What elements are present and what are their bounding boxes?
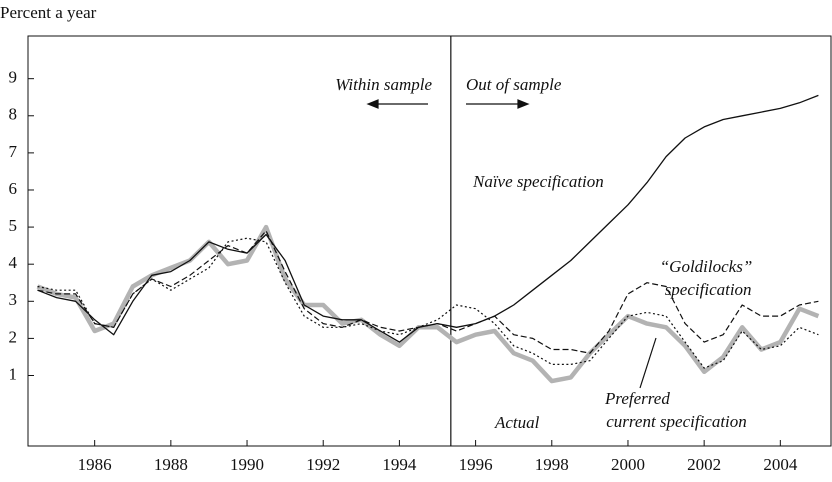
y-axis-label: Percent a year	[0, 3, 97, 22]
leader-line	[639, 337, 657, 389]
x-tick-label: 2000	[611, 455, 645, 474]
x-tick-label: 1998	[535, 455, 569, 474]
y-tick-label: 9	[9, 68, 18, 87]
y-tick-label: 3	[9, 290, 18, 309]
y-tick-label: 6	[9, 179, 18, 198]
x-tick-label: 1990	[230, 455, 264, 474]
series-line	[37, 237, 819, 369]
x-tick-label: 1992	[306, 455, 340, 474]
y-tick-label: 4	[9, 253, 18, 272]
annotation: Out of sample	[466, 75, 562, 94]
annotation: Within sample	[335, 75, 432, 94]
plot-frame	[27, 35, 832, 447]
series-label: Actual	[494, 413, 540, 432]
y-tick-label: 1	[9, 364, 18, 383]
x-tick-label: 1988	[154, 455, 188, 474]
y-tick-label: 5	[9, 216, 18, 235]
x-tick-label: 1994	[382, 455, 417, 474]
arrow-head	[517, 99, 530, 109]
arrows	[366, 99, 657, 389]
series-line	[37, 230, 819, 354]
x-tick-label: 1996	[459, 455, 493, 474]
series-label: “Goldilocks” specification	[660, 257, 753, 299]
y-tick-label: 7	[9, 142, 18, 161]
x-tick-label: 2004	[763, 455, 798, 474]
series-label: Naïve specification	[472, 172, 604, 191]
series-line	[37, 94, 819, 343]
x-tick-label: 1986	[78, 455, 112, 474]
y-tick-label: 8	[9, 105, 18, 124]
series-line	[36, 224, 820, 384]
arrow-head	[366, 99, 379, 109]
series-label: Preferred current specification	[602, 389, 747, 431]
y-tick-label: 2	[9, 327, 18, 346]
x-tick-label: 2002	[687, 455, 721, 474]
